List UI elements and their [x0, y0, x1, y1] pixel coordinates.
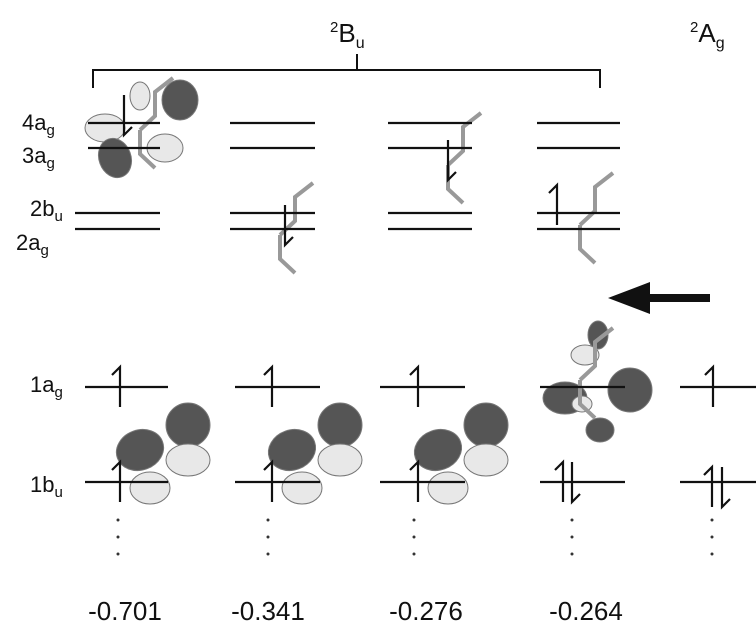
orbital-lobe — [463, 443, 509, 477]
electron-up — [409, 364, 420, 407]
electron-down — [720, 467, 731, 510]
orbital-lobe — [165, 402, 211, 448]
level-label-sub: u — [54, 208, 62, 225]
electron-down — [446, 140, 457, 183]
state-label: 2Bu — [330, 18, 365, 52]
ellipsis-dot — [412, 535, 416, 539]
level-label: 1bu — [30, 472, 63, 501]
electron-up — [703, 464, 714, 507]
ellipsis-dot — [116, 535, 120, 539]
electron-up — [263, 364, 274, 407]
bracket — [92, 54, 601, 88]
level-label-sub: g — [40, 242, 48, 259]
energy-value: -0.264 — [549, 596, 623, 626]
level-label: 1ag — [30, 372, 63, 401]
level-label-main: 4a — [22, 110, 47, 135]
level-label-main: 1b — [30, 472, 54, 497]
level-label: 3ag — [22, 143, 55, 172]
electron-up — [263, 459, 274, 502]
orbital-lobe — [129, 471, 171, 505]
orbital-lobe — [317, 402, 363, 448]
level-label: 2ag — [16, 230, 49, 259]
level-label-main: 2b — [30, 196, 54, 221]
energy-value: -0.341 — [231, 596, 305, 626]
level-label-main: 2a — [16, 230, 41, 255]
level-label: 2bu — [30, 196, 63, 225]
orbital-lobe — [570, 344, 600, 366]
electron-down — [283, 205, 294, 248]
energy-values: -0.701 -0.341 -0.276 -0.264 — [88, 596, 623, 626]
ellipsis-dot — [266, 552, 270, 556]
orbital-lobe — [607, 367, 653, 413]
energy-value: -0.701 — [88, 596, 162, 626]
ellipsis-dot — [266, 535, 270, 539]
ellipsis-dot — [116, 518, 120, 522]
level-label-sub: g — [46, 155, 54, 172]
levels — [75, 76, 756, 556]
pointer-arrow — [608, 282, 710, 314]
orbital-lobe — [413, 428, 463, 472]
orbital-lobe — [427, 471, 469, 505]
ellipsis-dot — [116, 552, 120, 556]
orbital-lobe — [115, 428, 165, 472]
orbital-lobe — [267, 428, 317, 472]
ellipsis-dot — [710, 535, 714, 539]
orbital-lobe — [161, 79, 199, 121]
skeleton — [446, 111, 483, 205]
electron-up — [111, 459, 122, 502]
ellipsis-dot — [412, 518, 416, 522]
electron-up — [409, 459, 420, 502]
electron-up — [111, 364, 122, 407]
orbital-lobe — [281, 471, 323, 505]
orbital-lobe — [165, 443, 211, 477]
electron-up — [548, 182, 559, 225]
orbital-lobe — [463, 402, 509, 448]
level-label-main: 1a — [30, 372, 55, 397]
ellipsis-dot — [570, 552, 574, 556]
electron-up — [554, 459, 565, 502]
energy-value: -0.276 — [389, 596, 463, 626]
state-label: 2Ag — [690, 18, 725, 52]
level-label-sub: g — [46, 122, 54, 139]
ellipsis-dot — [266, 518, 270, 522]
ellipsis-dot — [570, 518, 574, 522]
orbital-lobe — [129, 81, 151, 111]
ellipsis-dot — [570, 535, 574, 539]
electron-up — [704, 364, 715, 407]
level-label-main: 3a — [22, 143, 47, 168]
level-label: 4ag — [22, 110, 55, 139]
ellipsis-dot — [710, 552, 714, 556]
orbital-lobe — [317, 443, 363, 477]
ellipsis-dot — [710, 518, 714, 522]
orbital-lobe — [585, 417, 615, 443]
electron-down — [570, 462, 581, 505]
level-label-sub: g — [54, 384, 62, 401]
level-label-sub: u — [54, 484, 62, 501]
ellipsis-dot — [412, 552, 416, 556]
electron-down — [122, 95, 133, 138]
orbital-lobe — [84, 113, 126, 143]
skeleton — [578, 171, 615, 265]
